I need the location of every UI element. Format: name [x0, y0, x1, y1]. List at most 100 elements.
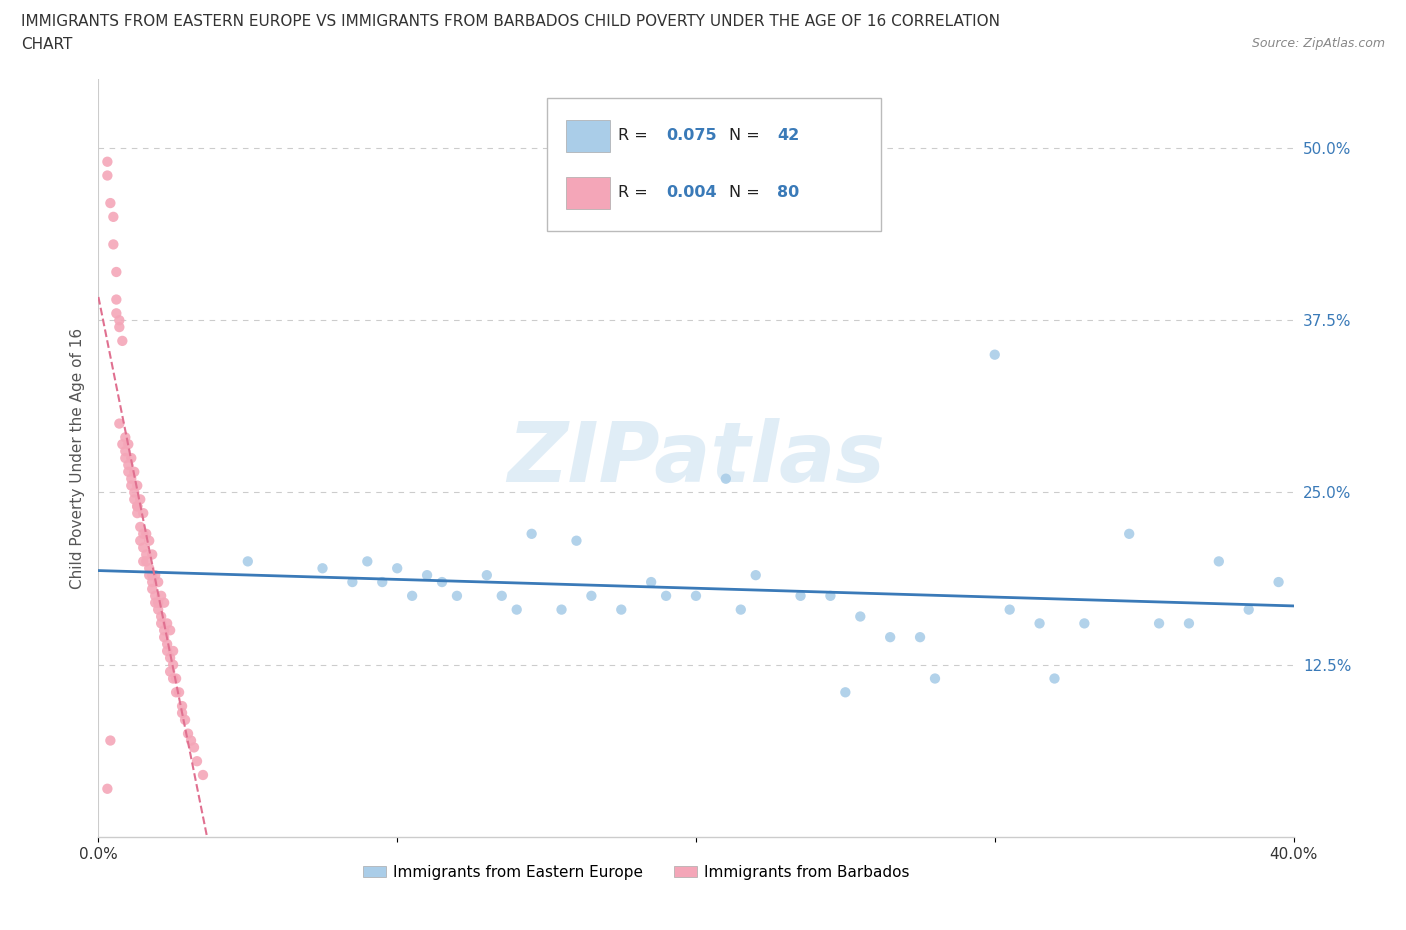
Point [108, 416, 131, 431]
Point [105, 306, 128, 321]
Text: Source: ZipAtlas.com: Source: ZipAtlas.com [1251, 37, 1385, 50]
Text: CHART: CHART [21, 37, 73, 52]
Point [191, 767, 214, 782]
Point [401, 589, 423, 604]
Text: R =: R = [619, 185, 654, 200]
Point [172, 706, 194, 721]
Point [730, 603, 752, 618]
Point [124, 464, 146, 479]
Text: ZIPatlas: ZIPatlas [508, 418, 884, 498]
Point [167, 684, 190, 699]
FancyBboxPatch shape [547, 98, 882, 231]
Text: 42: 42 [778, 127, 800, 142]
Point [186, 753, 208, 768]
Point [820, 589, 842, 604]
Point [172, 698, 194, 713]
Point [150, 589, 173, 604]
Point [127, 498, 149, 513]
Point [138, 567, 160, 582]
Legend: Immigrants from Eastern Europe, Immigrants from Barbados: Immigrants from Eastern Europe, Immigran… [357, 859, 915, 886]
Point [640, 575, 662, 590]
Point [159, 623, 181, 638]
Point [430, 575, 453, 590]
Point [127, 506, 149, 521]
Point [105, 264, 128, 279]
Point [135, 526, 157, 541]
Point [111, 334, 134, 349]
Point [908, 630, 931, 644]
Point [143, 567, 166, 582]
Point [117, 458, 139, 472]
Point [998, 603, 1021, 618]
Y-axis label: Child Poverty Under the Age of 16: Child Poverty Under the Age of 16 [69, 327, 84, 589]
Point [162, 658, 184, 672]
Point [879, 630, 901, 644]
Point [108, 320, 131, 335]
Point [446, 589, 468, 604]
Point [96, 781, 118, 796]
Point [1043, 671, 1066, 686]
Point [120, 478, 142, 493]
FancyBboxPatch shape [565, 177, 610, 208]
Point [165, 684, 187, 699]
Point [156, 616, 179, 631]
Point [1073, 616, 1095, 631]
Point [103, 209, 125, 224]
Point [159, 650, 181, 665]
Point [714, 472, 737, 486]
Point [114, 451, 136, 466]
Point [120, 472, 142, 486]
Point [165, 671, 187, 686]
Point [108, 312, 131, 327]
Point [127, 478, 149, 493]
Point [148, 595, 170, 610]
Point [148, 603, 170, 618]
Text: N =: N = [730, 127, 765, 142]
Point [610, 603, 633, 618]
Point [177, 726, 200, 741]
Point [1147, 616, 1170, 631]
Text: 0.075: 0.075 [666, 127, 717, 142]
Text: 80: 80 [778, 185, 800, 200]
Point [129, 492, 152, 507]
Point [1208, 554, 1230, 569]
Point [475, 567, 498, 582]
Point [789, 589, 811, 604]
Point [129, 533, 152, 548]
Point [98, 733, 122, 748]
Point [124, 492, 146, 507]
Point [127, 498, 149, 513]
Point [416, 567, 439, 582]
Point [491, 589, 513, 604]
Point [685, 589, 707, 604]
Point [138, 561, 160, 576]
Point [96, 168, 118, 183]
Point [371, 575, 394, 590]
Point [849, 609, 872, 624]
Point [236, 554, 259, 569]
Point [150, 616, 173, 631]
Point [135, 554, 157, 569]
Point [520, 526, 543, 541]
Point [581, 589, 603, 604]
Point [550, 603, 572, 618]
Text: 0.004: 0.004 [666, 185, 717, 200]
Point [356, 554, 378, 569]
Point [117, 437, 139, 452]
Point [96, 154, 118, 169]
Point [143, 589, 166, 604]
Point [1118, 526, 1140, 541]
Point [385, 561, 409, 576]
Point [117, 464, 139, 479]
Point [156, 637, 179, 652]
Point [103, 237, 125, 252]
Point [141, 547, 163, 562]
Point [98, 195, 122, 210]
Point [565, 533, 588, 548]
Point [141, 575, 163, 590]
Point [129, 520, 152, 535]
Text: N =: N = [730, 185, 765, 200]
Point [311, 561, 333, 576]
Point [105, 292, 128, 307]
Point [132, 526, 155, 541]
